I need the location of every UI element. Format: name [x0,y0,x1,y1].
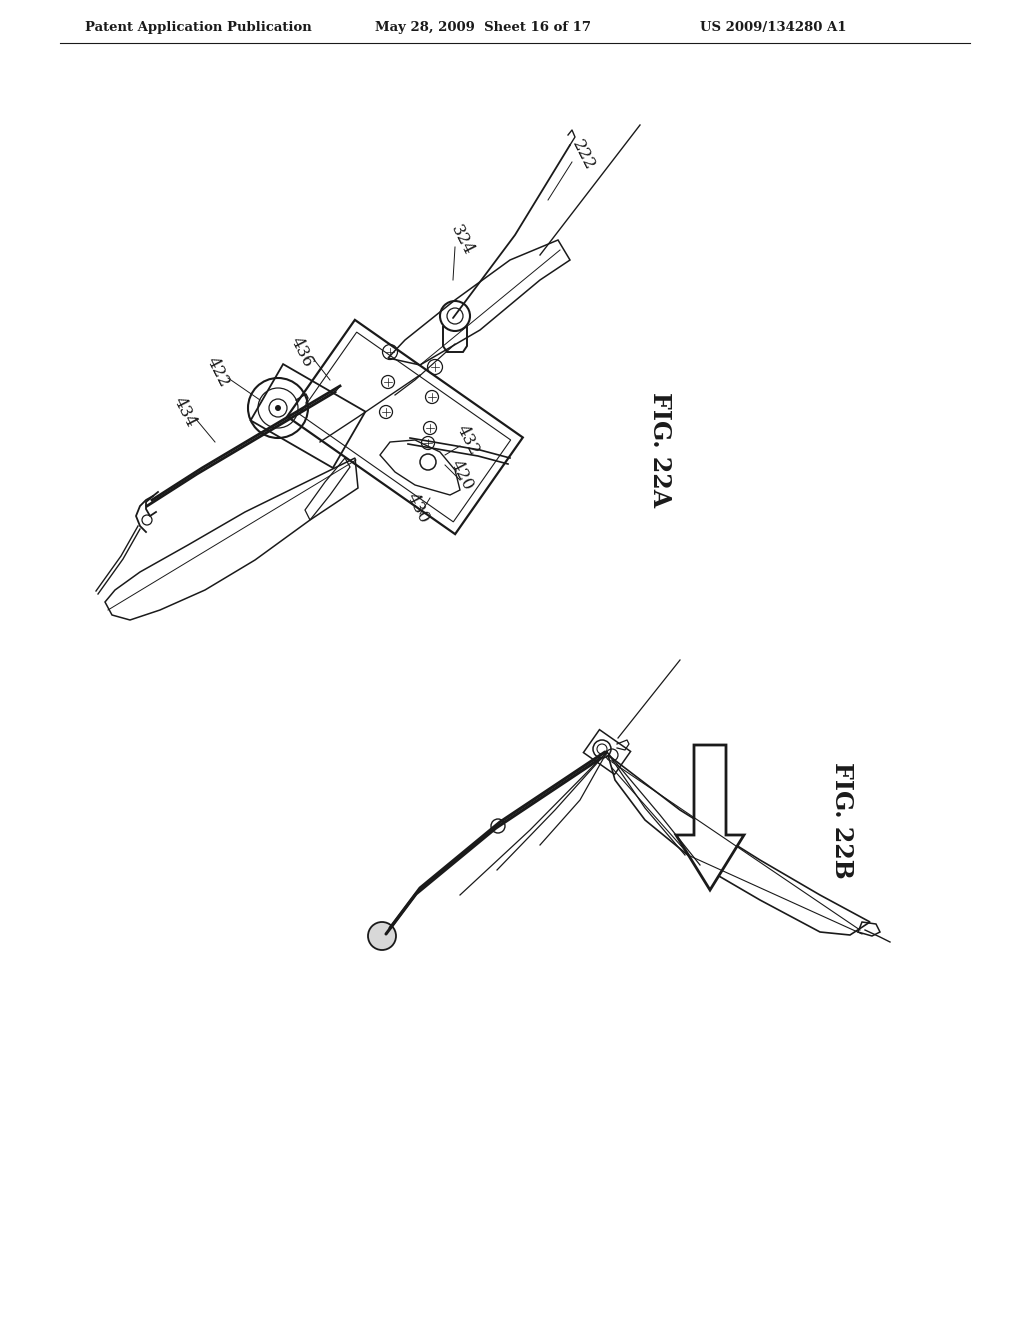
Text: 432: 432 [454,422,482,458]
Text: US 2009/134280 A1: US 2009/134280 A1 [700,21,847,34]
Text: FIG. 22A: FIG. 22A [648,392,672,508]
Text: 420: 420 [447,457,477,494]
Text: 436: 436 [287,334,316,370]
Text: 430: 430 [403,490,433,527]
Text: Patent Application Publication: Patent Application Publication [85,21,311,34]
Text: 324: 324 [447,222,477,257]
Circle shape [368,921,396,950]
Text: FIG. 22B: FIG. 22B [830,762,854,878]
Circle shape [275,405,281,411]
Text: May 28, 2009  Sheet 16 of 17: May 28, 2009 Sheet 16 of 17 [375,21,591,34]
Text: 222: 222 [568,137,598,173]
Text: 434: 434 [170,393,200,430]
Text: 422: 422 [203,354,232,389]
Polygon shape [676,744,744,890]
